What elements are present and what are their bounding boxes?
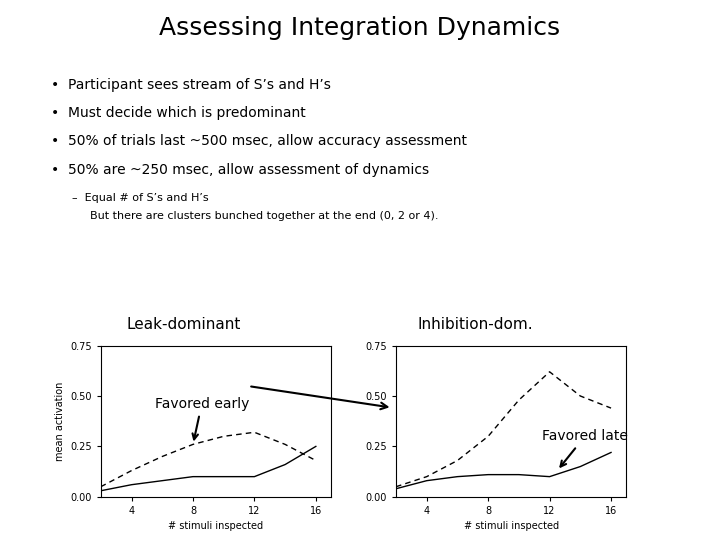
Text: •: •: [50, 106, 58, 120]
Text: –  Equal # of S’s and H’s: – Equal # of S’s and H’s: [72, 193, 209, 204]
Text: •: •: [50, 78, 58, 92]
Text: Inhibition-dom.: Inhibition-dom.: [418, 317, 533, 332]
Text: But there are clusters bunched together at the end (0, 2 or 4).: But there are clusters bunched together …: [90, 211, 438, 221]
Text: Favored early: Favored early: [155, 397, 249, 440]
Text: Must decide which is predominant: Must decide which is predominant: [68, 106, 306, 120]
Text: Favored late: Favored late: [542, 429, 628, 467]
Text: 50% are ~250 msec, allow assessment of dynamics: 50% are ~250 msec, allow assessment of d…: [68, 163, 430, 177]
Y-axis label: mean activation: mean activation: [55, 382, 65, 461]
Text: •: •: [50, 134, 58, 149]
Text: Leak-dominant: Leak-dominant: [127, 317, 240, 332]
X-axis label: # stimuli inspected: # stimuli inspected: [168, 522, 264, 531]
Text: Assessing Integration Dynamics: Assessing Integration Dynamics: [159, 16, 561, 40]
Text: Participant sees stream of S’s and H’s: Participant sees stream of S’s and H’s: [68, 78, 331, 92]
Text: 50% of trials last ~500 msec, allow accuracy assessment: 50% of trials last ~500 msec, allow accu…: [68, 134, 467, 149]
Text: •: •: [50, 163, 58, 177]
X-axis label: # stimuli inspected: # stimuli inspected: [464, 522, 559, 531]
